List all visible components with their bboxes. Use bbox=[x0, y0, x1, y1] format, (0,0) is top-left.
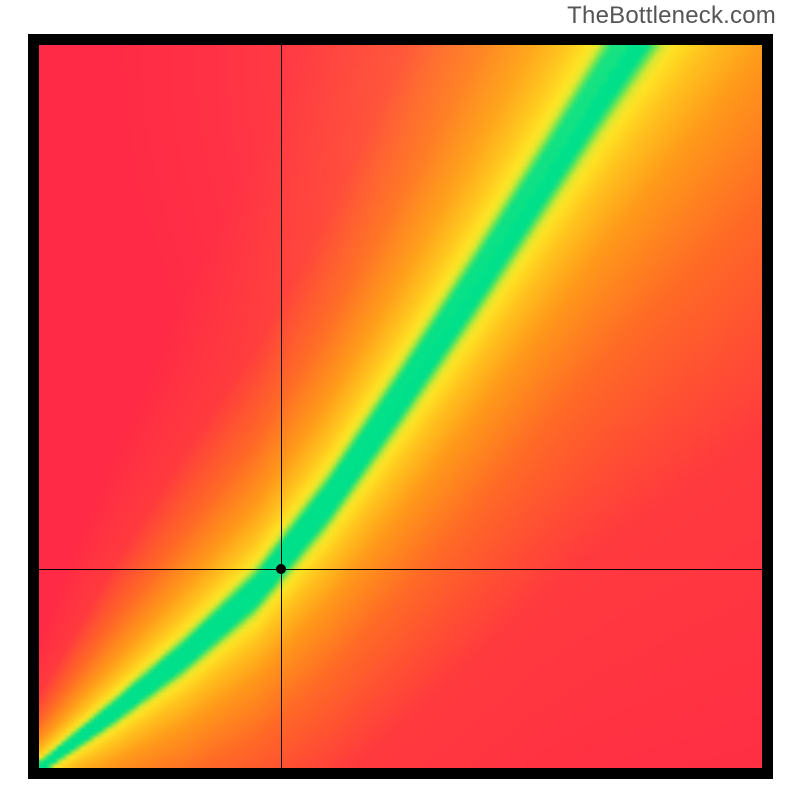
chart-container: TheBottleneck.com bbox=[0, 0, 800, 800]
crosshair-vertical bbox=[281, 45, 282, 768]
heatmap-canvas bbox=[39, 45, 762, 768]
plot-area bbox=[39, 45, 762, 768]
plot-frame bbox=[28, 34, 773, 779]
watermark-text: TheBottleneck.com bbox=[567, 2, 776, 30]
marker-dot bbox=[276, 564, 286, 574]
crosshair-horizontal bbox=[39, 569, 762, 570]
